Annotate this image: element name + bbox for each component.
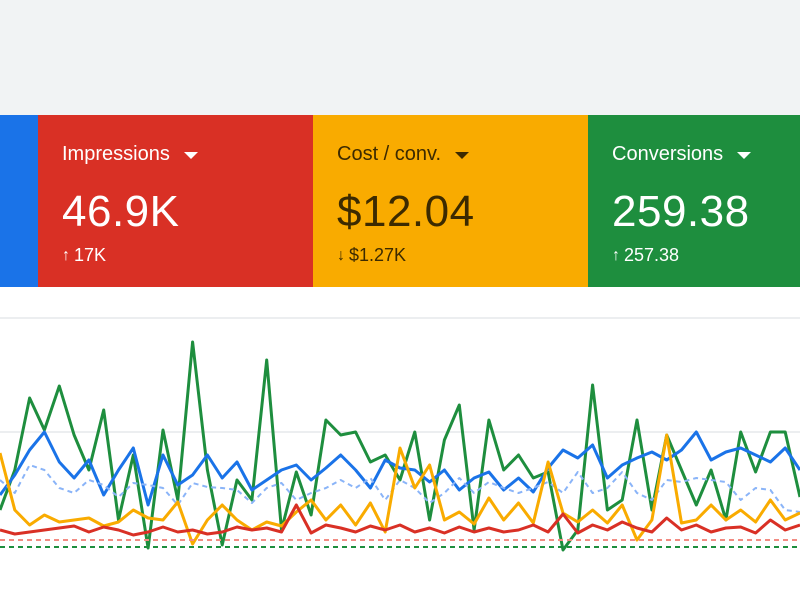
series-group bbox=[0, 340, 800, 552]
metric-label: Impressions bbox=[62, 143, 170, 165]
chart-svg bbox=[0, 317, 800, 552]
metric-value: $12.04 bbox=[337, 187, 475, 236]
arrow-down-icon: ↓ bbox=[337, 246, 345, 264]
metric-card-blue-partial[interactable] bbox=[0, 115, 38, 287]
series-line bbox=[0, 430, 800, 507]
header-background bbox=[0, 0, 800, 115]
series-line bbox=[0, 464, 800, 513]
series-line bbox=[0, 503, 800, 537]
delta-value: 17K bbox=[74, 245, 107, 265]
metric-dropdown-cost-per-conv[interactable]: Cost / conv. bbox=[337, 143, 470, 166]
performance-chart[interactable] bbox=[0, 287, 800, 600]
metric-delta: ↓ $1.27K bbox=[337, 245, 406, 266]
metric-card-cost-per-conv[interactable]: Cost / conv. $12.04 ↓ $1.27K bbox=[313, 115, 588, 287]
delta-value: $1.27K bbox=[349, 245, 407, 265]
metric-card-impressions[interactable]: Impressions 46.9K ↑ 17K bbox=[38, 115, 313, 287]
metric-delta: ↑ 17K bbox=[62, 245, 106, 266]
caret-down-icon[interactable] bbox=[737, 152, 752, 159]
metric-label: Cost / conv. bbox=[337, 143, 442, 165]
metric-card-conversions[interactable]: Conversions 259.38 ↑ 257.38 bbox=[588, 115, 800, 287]
caret-down-icon[interactable] bbox=[183, 152, 198, 159]
metric-value: 46.9K bbox=[62, 187, 180, 236]
caret-down-icon[interactable] bbox=[455, 152, 470, 159]
metric-value: 259.38 bbox=[612, 187, 750, 236]
metric-dropdown-conversions[interactable]: Conversions bbox=[612, 143, 752, 166]
metric-label: Conversions bbox=[612, 143, 724, 165]
metric-delta: ↑ 257.38 bbox=[612, 245, 679, 266]
arrow-up-icon: ↑ bbox=[612, 246, 620, 264]
delta-value: 257.38 bbox=[624, 245, 680, 265]
arrow-up-icon: ↑ bbox=[62, 246, 70, 264]
series-line bbox=[0, 433, 800, 546]
metric-dropdown-impressions[interactable]: Impressions bbox=[62, 143, 198, 166]
